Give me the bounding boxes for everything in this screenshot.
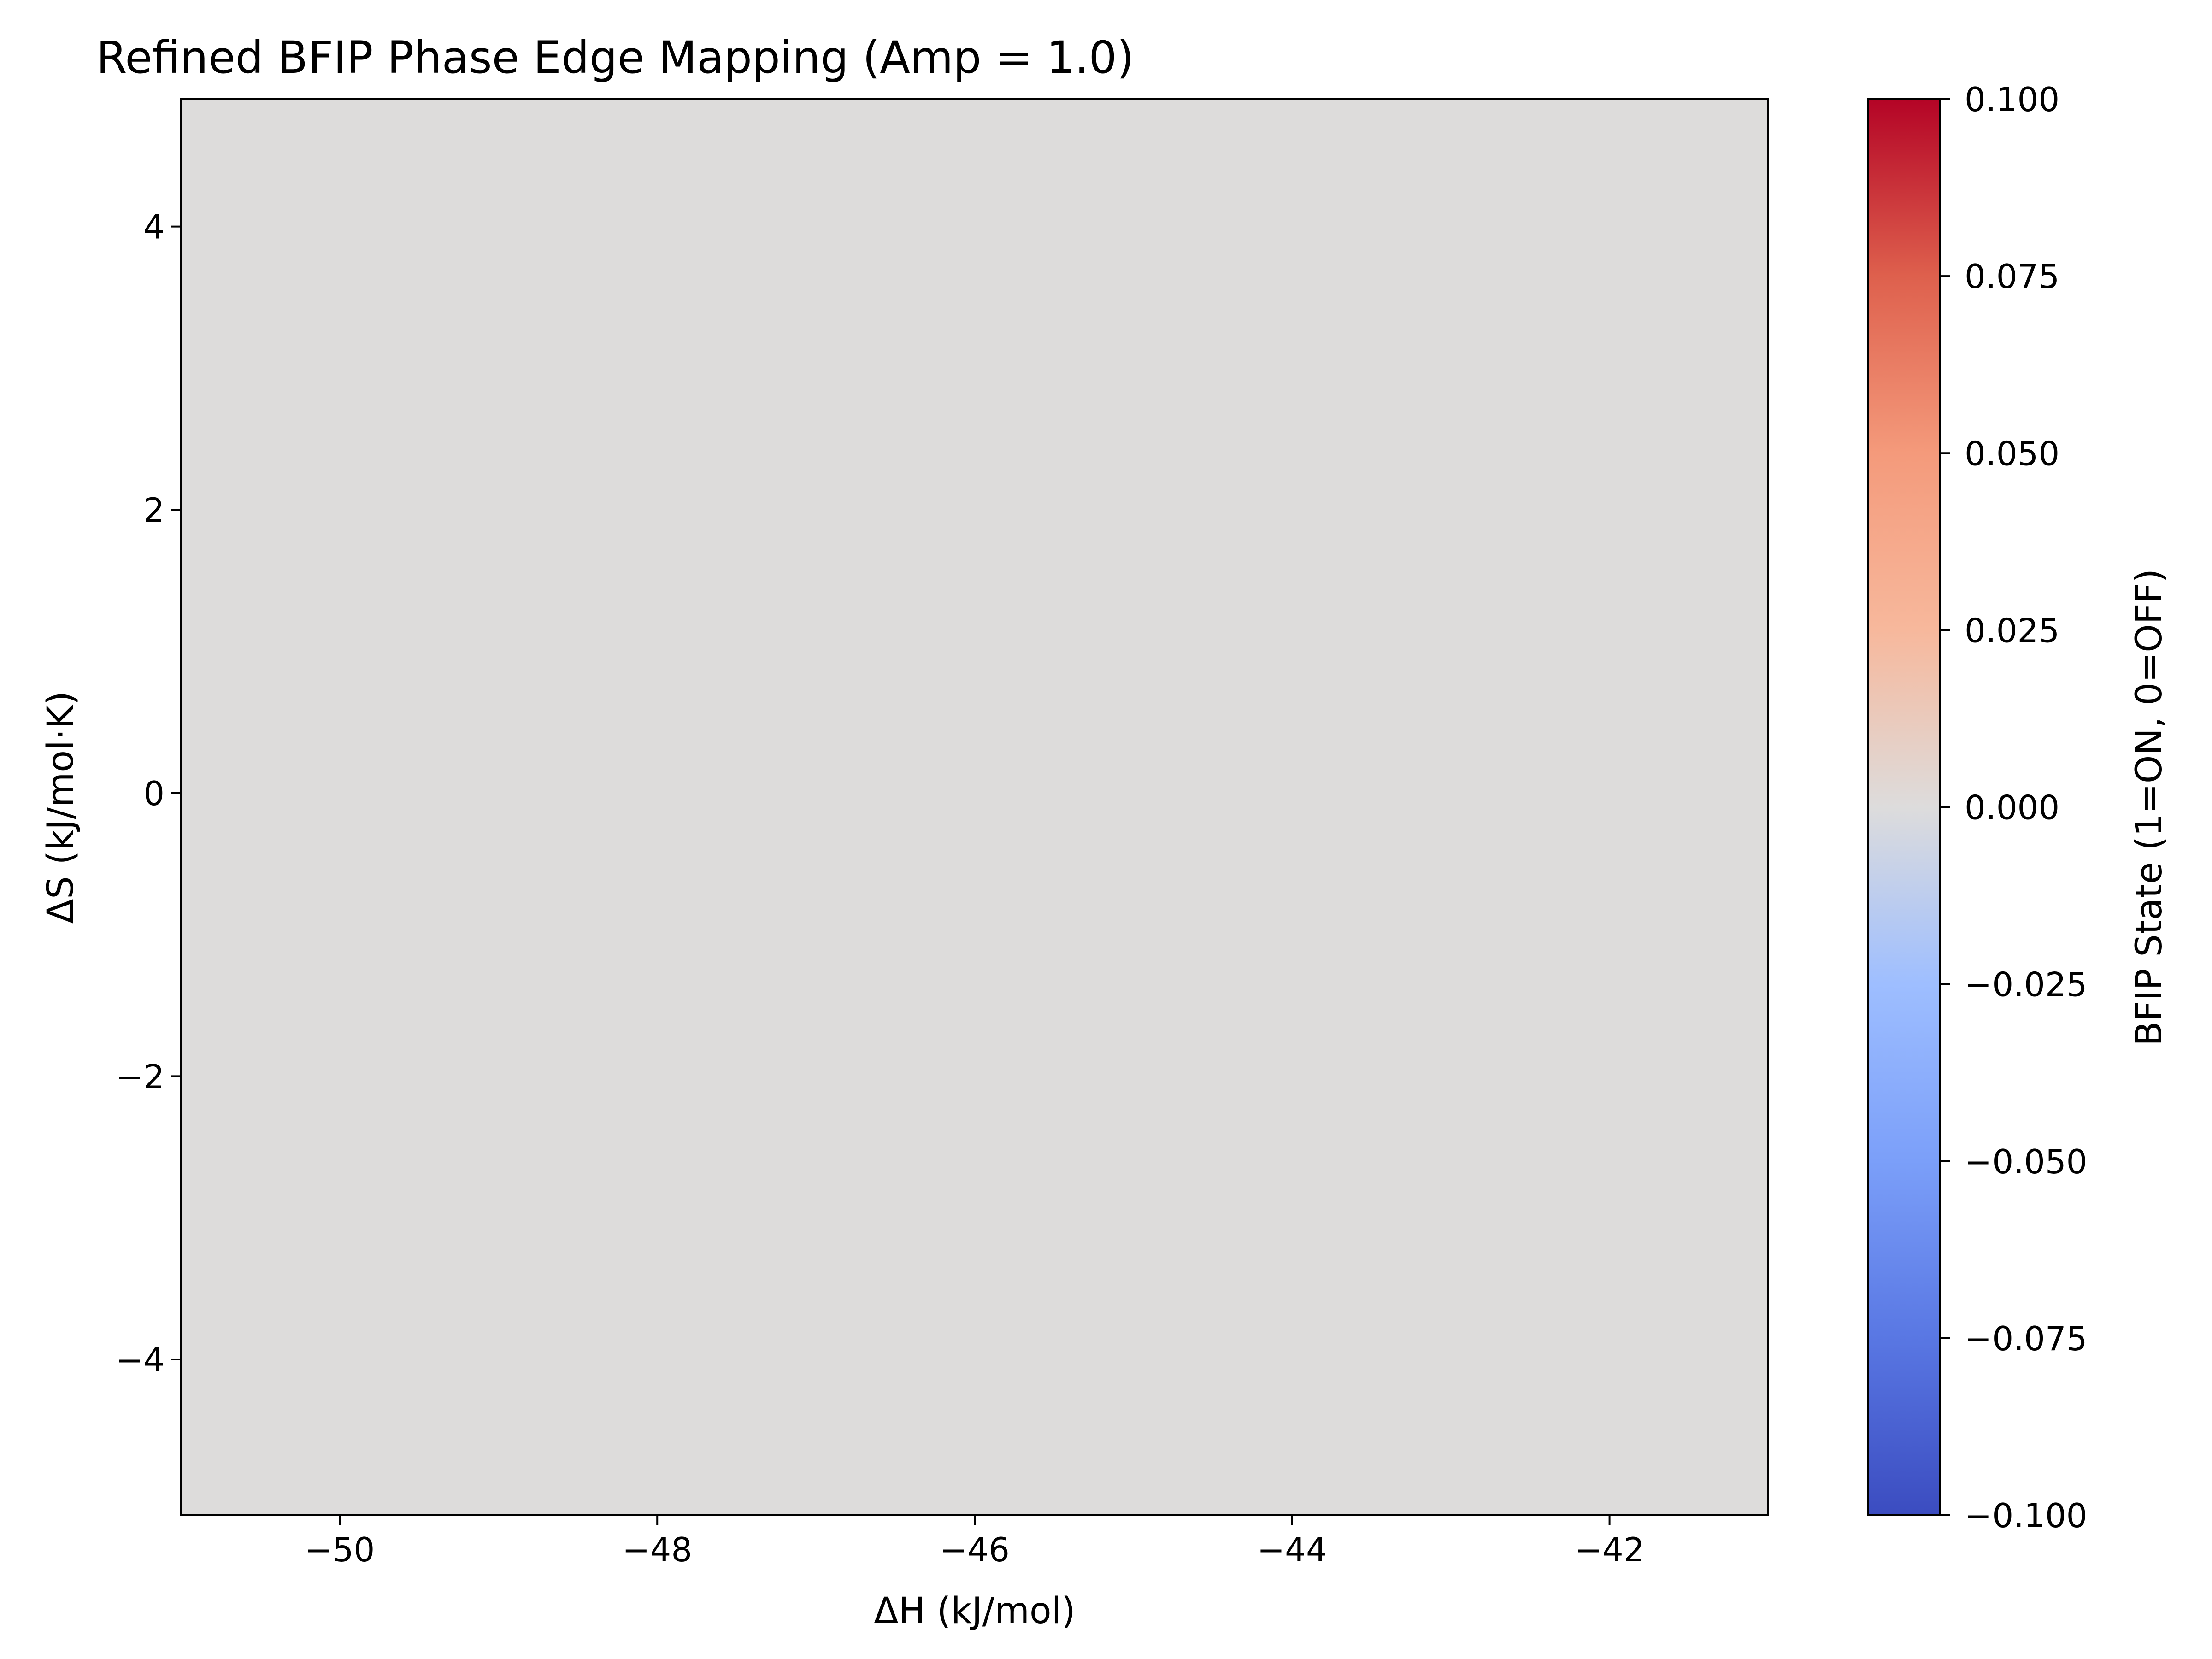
plot-area — [180, 98, 1769, 1516]
chart-title: Refined BFIP Phase Edge Mapping (Amp = 1… — [96, 32, 1134, 83]
y-tick-label: 2 — [143, 491, 165, 529]
x-axis-ticks: −50 −48 −46 −44 −42 — [305, 1515, 1645, 1569]
colorbar-label: BFIP State (1=ON, 0=OFF) — [2129, 569, 2170, 1046]
colorbar-tick-label: 0.025 — [1965, 611, 2059, 650]
x-axis-label: ΔH (kJ/mol) — [874, 1590, 1076, 1632]
colorbar-tick-label: 0.100 — [1965, 80, 2059, 119]
y-tick-label: −4 — [116, 1341, 165, 1379]
x-tick-label: −46 — [940, 1530, 1010, 1569]
colorbar-tick-label: 0.000 — [1965, 788, 2059, 827]
y-axis-ticks: −4 −2 0 2 4 — [116, 208, 181, 1379]
colorbar-tick-label: −0.025 — [1965, 965, 2087, 1004]
colorbar-gradient — [1868, 99, 1940, 1515]
colorbar-tick-label: 0.075 — [1965, 257, 2059, 296]
heatmap-cell — [181, 99, 1768, 1515]
y-tick-label: 0 — [143, 774, 165, 813]
x-tick-label: −50 — [305, 1530, 375, 1569]
y-axis-label: ΔS (kJ/mol·K) — [40, 691, 82, 924]
colorbar-tick-label: −0.075 — [1965, 1319, 2087, 1358]
y-tick-label: 4 — [143, 208, 165, 247]
x-tick-label: −48 — [622, 1530, 692, 1569]
colorbar-tick-label: 0.050 — [1965, 434, 2059, 473]
colorbar-ticks: −0.100 −0.075 −0.050 −0.025 0.000 0.025 0.050 0… — [1940, 80, 2087, 1535]
x-tick-label: −44 — [1257, 1530, 1327, 1569]
colorbar-tick-label: −0.100 — [1965, 1496, 2087, 1535]
colorbar-tick-label: −0.050 — [1965, 1142, 2087, 1181]
y-tick-label: −2 — [116, 1057, 165, 1096]
x-tick-label: −42 — [1575, 1530, 1645, 1569]
colorbar: −0.100 −0.075 −0.050 −0.025 0.000 0.025 0.050 0… — [1867, 80, 2087, 1535]
